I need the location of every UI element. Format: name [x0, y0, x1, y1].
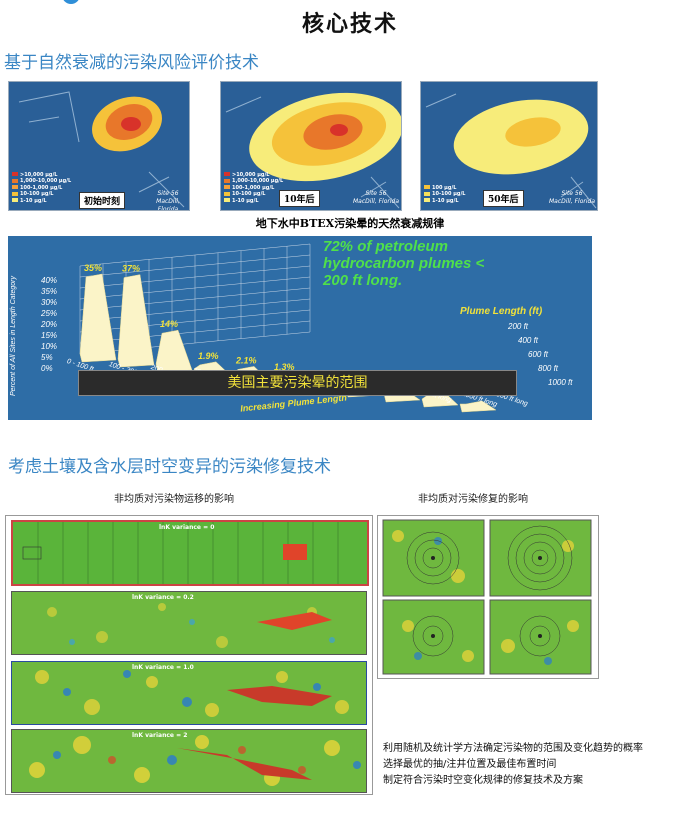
map-time-label: 10年后 — [279, 190, 320, 207]
remediation-grid-svg — [382, 519, 592, 675]
plume-map-50-years: 100 µg/L 10-100 µg/L 1-10 µg/L 50年后 Site… — [420, 81, 598, 211]
bar-2 — [155, 329, 193, 373]
bar-10 — [459, 400, 497, 413]
decorative-bubble — [62, 0, 80, 4]
y-tick-label: 25% — [41, 309, 58, 318]
plume-map-10-years-graphic — [225, 92, 401, 209]
back-axis-tick: 200 ft — [508, 322, 529, 331]
plume-map-10-years: >10,000 µg/L 1,000-10,000 µg/L 100-1,000… — [220, 81, 402, 211]
bar-1 — [117, 274, 155, 368]
site-note: Site 56 MacDill, Florida — [353, 190, 399, 205]
variance-label: lnK variance = 0 — [159, 524, 215, 531]
back-axis-tick: 800 ft — [538, 364, 559, 373]
simulation-strip: lnK variance = 0.2 — [11, 591, 367, 655]
note-line: 制定符合污染时空变化规律的修复技术及方案 — [383, 775, 583, 786]
chart-headline: 72% of petroleum hydrocarbon plumes < 20… — [323, 238, 485, 289]
variance-label: lnK variance = 2 — [132, 732, 188, 739]
transport-simulation-panel: lnK variance = 0 lnK variance = 0.2 lnK … — [5, 515, 373, 795]
bar-value-label: 2.1% — [235, 355, 257, 365]
back-axis-tick: 600 ft — [528, 350, 549, 359]
y-tick-label: 10% — [41, 342, 58, 351]
bar-value-label: 1.3% — [274, 362, 295, 372]
remediation-simulation-panel — [377, 515, 599, 679]
us-plume-banner: 美国主要污染晕的范围 — [78, 370, 517, 396]
section-title-remediation: 考虑土壤及含水层时空变异的污染修复技术 — [8, 457, 331, 477]
back-axis-tick: 400 ft — [518, 336, 539, 345]
back-axis-tick: 1000 ft — [548, 378, 573, 387]
bar-0 — [79, 273, 117, 363]
simulation-strip: lnK variance = 1.0 — [11, 661, 367, 725]
btex-caption: 地下水中BTEX污染晕的天然衰减规律 — [255, 217, 445, 230]
concentration-legend: 100 µg/L 10-100 µg/L 1-10 µg/L — [424, 185, 465, 205]
strip-field-2 — [35, 670, 349, 717]
simulation-strip: lnK variance = 2 — [11, 729, 367, 793]
y-tick-label: 20% — [41, 320, 58, 329]
technique-notes: 利用随机及统计学方法确定污染物的范围及变化趋势的概率 选择最优的抽/注井位置及最… — [383, 741, 697, 789]
plume-map-50-years-graphic — [425, 93, 597, 209]
bar-value-label: 14% — [160, 319, 178, 329]
bar-value-label: 1.9% — [198, 351, 219, 361]
variance-label: lnK variance = 1.0 — [132, 664, 194, 671]
simulation-strip: lnK variance = 0 — [11, 520, 369, 586]
strip-field-1 — [47, 603, 335, 648]
note-line: 利用随机及统计学方法确定污染物的范围及变化趋势的概率 — [383, 743, 643, 754]
site-note: Site 56 MacDill, Florida — [549, 190, 595, 205]
map-time-label: 初始时刻 — [79, 192, 126, 209]
concentration-legend: >10,000 µg/L 1,000-10,000 µg/L 100-1,000… — [12, 172, 71, 205]
concentration-legend: >10,000 µg/L 1,000-10,000 µg/L 100-1,000… — [224, 172, 283, 205]
strip-grid-0 — [22, 522, 339, 584]
note-line: 选择最优的抽/注井位置及最佳布置时间 — [383, 759, 557, 770]
map-time-label: 50年后 — [483, 190, 524, 207]
section-title-natural-attenuation: 基于自然衰减的污染风险评价技术 — [4, 53, 259, 73]
chart-grid — [79, 243, 311, 355]
plume-length-axis-title: Plume Length (ft) — [460, 306, 543, 317]
site-note: Site 56 MacDill, Florida — [156, 190, 180, 211]
right-caption: 非均质对污染修复的影响 — [418, 494, 528, 505]
y-tick-label: 30% — [41, 298, 58, 307]
y-tick-label: 35% — [41, 287, 58, 296]
chart-ylabel: Percent of All Sites in Length Category — [10, 276, 17, 396]
plume-map-initial: >10,000 µg/L 1,000-10,000 µg/L 100-1,000… — [8, 81, 190, 211]
y-tick-label: 5% — [41, 353, 53, 362]
bar-value-label: 37% — [122, 264, 140, 274]
bar-value-label: 35% — [84, 263, 102, 273]
left-caption: 非均质对污染物运移的影响 — [114, 494, 234, 505]
y-tick-label: 0% — [41, 364, 53, 373]
strip-field-3 — [29, 735, 361, 786]
plume-map-initial-graphic — [18, 91, 185, 208]
y-tick-label: 15% — [41, 331, 58, 340]
page-title: 核心技术 — [301, 12, 398, 37]
y-tick-label: 40% — [41, 276, 58, 285]
variance-label: lnK variance = 0.2 — [132, 594, 194, 601]
